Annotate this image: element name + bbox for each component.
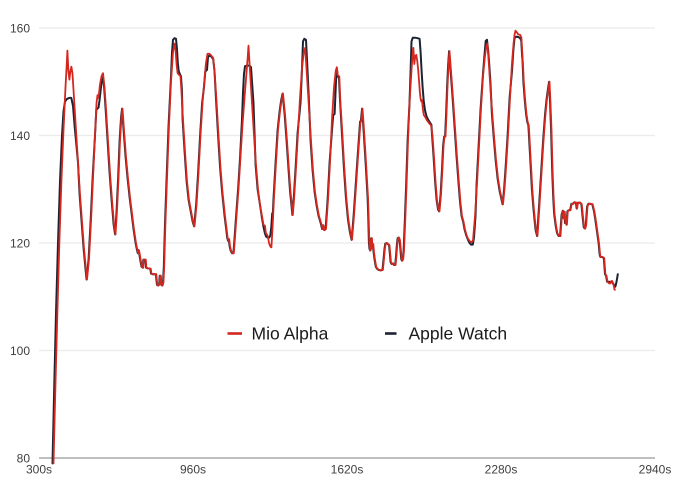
- svg-text:Apple Watch: Apple Watch: [409, 324, 508, 344]
- svg-text:2280s: 2280s: [485, 463, 518, 477]
- svg-text:1620s: 1620s: [331, 463, 364, 477]
- svg-text:160: 160: [10, 21, 30, 35]
- svg-text:Mio Alpha: Mio Alpha: [252, 324, 329, 344]
- svg-text:100: 100: [10, 344, 30, 358]
- svg-text:80: 80: [17, 451, 31, 465]
- svg-text:140: 140: [10, 129, 30, 143]
- svg-text:2940s: 2940s: [639, 463, 672, 477]
- svg-text:300s: 300s: [26, 463, 52, 477]
- svg-text:120: 120: [10, 236, 30, 250]
- svg-text:960s: 960s: [180, 463, 206, 477]
